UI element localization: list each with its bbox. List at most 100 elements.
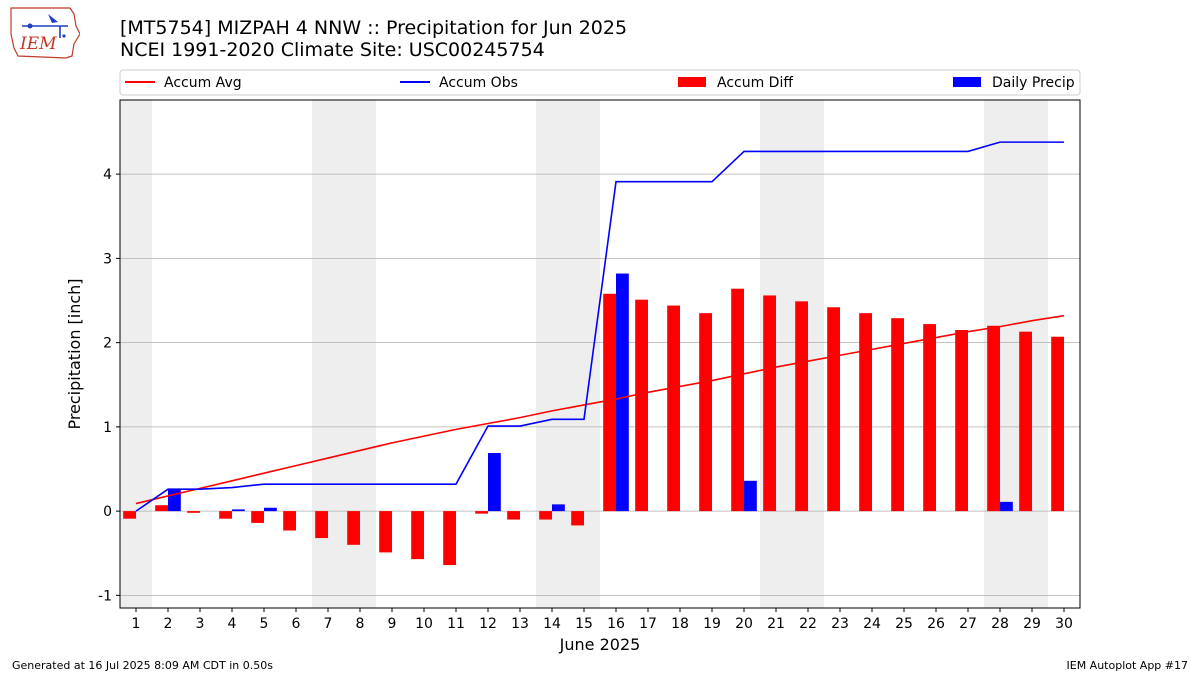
x-tick-label: 28 — [991, 616, 1009, 632]
x-tick-label: 14 — [543, 616, 561, 632]
accum-diff-bar — [187, 511, 200, 513]
x-axis: 1 2 3 4 5 6 7 8 9 10 11 12 13 14 15 16 17 18 19 20 21 22 23 24 2… — [132, 608, 1073, 654]
accum-diff-bar — [155, 505, 168, 512]
plot-frame — [119, 99, 1081, 609]
x-tick-label: 7 — [324, 616, 333, 632]
accum-diff-bar — [795, 301, 808, 512]
x-tick-label: 6 — [292, 616, 301, 632]
x-tick-label: 21 — [767, 616, 785, 632]
x-tick-label: 23 — [831, 616, 849, 632]
accum-diff-bar — [379, 511, 392, 553]
x-tick-label: 25 — [895, 616, 913, 632]
plot-area — [119, 99, 1081, 609]
accum-diff-bar — [667, 305, 680, 512]
logo-text: IEM — [19, 34, 57, 54]
x-tick-label: 4 — [228, 616, 237, 632]
accum-diff-bar — [283, 511, 296, 531]
y-tick-label: 4 — [103, 167, 112, 183]
accum-avg-line — [135, 314, 1065, 505]
y-tick-label: 0 — [103, 504, 112, 520]
y-tick-label: -1 — [98, 588, 112, 604]
accum-diff-bar — [411, 511, 424, 560]
x-tick-label: 26 — [927, 616, 945, 632]
iowa-outline-icon — [10, 7, 80, 59]
x-tick-label: 16 — [607, 616, 625, 632]
legend: Accum Avg Accum Obs Accum Diff Daily Precip — [119, 69, 1081, 96]
accum-diff-bar — [1019, 331, 1032, 512]
x-tick-label: 13 — [511, 616, 529, 632]
y-tick-label: 2 — [103, 336, 112, 352]
accum-diff-bar — [507, 511, 520, 520]
accum-diff-bar — [731, 288, 744, 512]
x-tick-label: 15 — [575, 616, 593, 632]
accum-diff-bar — [315, 511, 328, 539]
accum-diff-bar — [955, 329, 968, 512]
accum-diff-bar — [475, 511, 488, 514]
daily-precip-bar — [744, 480, 757, 512]
x-tick-label: 3 — [196, 616, 205, 632]
accum-diff-bar — [987, 325, 1000, 512]
accum-diff-bar — [443, 511, 456, 566]
accum-diff-bar — [699, 313, 712, 512]
accum-diff-bar — [347, 511, 360, 545]
accum-diff-bar — [571, 511, 584, 526]
accum-diff-bar — [251, 511, 264, 523]
daily-precip-bar — [264, 507, 277, 512]
legend-box — [119, 69, 1081, 96]
x-tick-label: 29 — [1023, 616, 1041, 632]
daily-precip-bar — [1000, 501, 1013, 512]
chart-subtitle: NCEI 1991-2020 Climate Site: USC00245754 — [120, 39, 545, 61]
weekend-shade — [536, 100, 600, 608]
x-tick-label: 17 — [639, 616, 657, 632]
legend-swatch-bar — [953, 77, 981, 87]
y-axis-label: Precipitation [inch] — [65, 278, 84, 429]
accum-diff-bar — [891, 318, 904, 512]
app-footer: IEM Autoplot App #17 — [1066, 659, 1189, 672]
weekend-shade — [120, 100, 152, 608]
chart-title: [MT5754] MIZPAH 4 NNW :: Precipitation f… — [120, 17, 628, 39]
accum-diff-bar — [123, 511, 136, 519]
legend-label: Accum Obs — [439, 75, 518, 91]
x-tick-label: 27 — [959, 616, 977, 632]
accum-obs-line — [135, 141, 1064, 512]
x-tick-label: 24 — [863, 616, 881, 632]
y-tick-label: 3 — [103, 251, 112, 267]
x-tick-label: 2 — [164, 616, 173, 632]
accum-diff-bar — [763, 295, 776, 512]
x-tick-label: 20 — [735, 616, 753, 632]
daily-precip-bar — [488, 452, 501, 512]
accum-diff-bar — [635, 299, 648, 512]
y-axis: -1 0 1 2 3 4 Precipitation [inch] — [65, 167, 120, 604]
x-tick-label: 10 — [415, 616, 433, 632]
x-tick-label: 11 — [447, 616, 465, 632]
weekend-shade — [984, 100, 1048, 608]
x-tick-label: 1 — [132, 616, 141, 632]
y-tick-label: 1 — [103, 420, 112, 436]
legend-label: Accum Diff — [717, 75, 793, 91]
daily-precip-bar — [552, 504, 565, 512]
x-tick-label: 19 — [703, 616, 721, 632]
daily-precip-bar — [616, 273, 629, 512]
x-tick-label: 22 — [799, 616, 817, 632]
weekend-shade — [760, 100, 824, 608]
accum-diff-bar — [859, 313, 872, 512]
x-tick-label: 5 — [260, 616, 269, 632]
accum-diff-bar — [827, 307, 840, 512]
legend-swatch-bar — [678, 77, 706, 87]
x-tick-label: 18 — [671, 616, 689, 632]
accum-diff-bar — [923, 324, 936, 512]
x-tick-label: 30 — [1055, 616, 1073, 632]
legend-label: Daily Precip — [992, 75, 1075, 91]
accum-diff-bar — [1051, 336, 1064, 512]
accum-diff-bar — [603, 293, 616, 512]
x-tick-label: 9 — [388, 616, 397, 632]
iem-logo: IEM — [10, 7, 80, 59]
accum-diff-bar — [219, 511, 232, 519]
generated-footer: Generated at 16 Jul 2025 8:09 AM CDT in … — [12, 659, 273, 672]
x-axis-label: June 2025 — [559, 635, 641, 654]
accum-diff-bar — [539, 511, 552, 520]
legend-label: Accum Avg — [164, 75, 242, 91]
daily-precip-bar — [168, 489, 181, 512]
weekend-shade — [312, 100, 376, 608]
